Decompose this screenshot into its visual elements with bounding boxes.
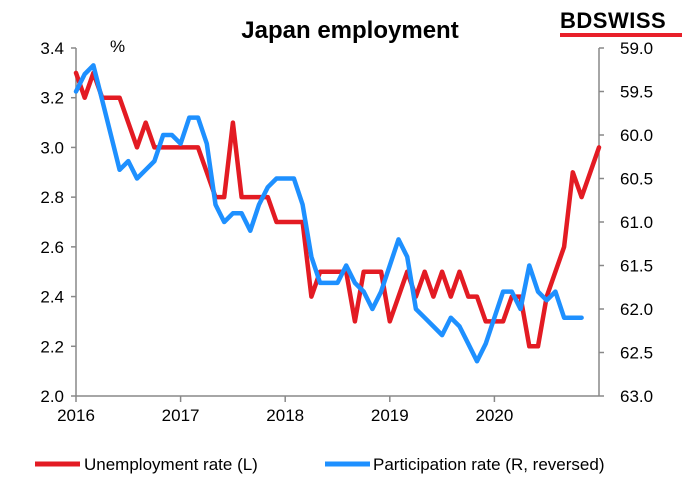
left-tick-label: 2.4 [40,288,64,307]
x-tick-label: 2017 [162,406,200,425]
brand-logo: BDSWISS [560,8,682,37]
right-tick-label: 62.0 [620,300,653,319]
x-tick-label: 2018 [266,406,304,425]
right-tick-label: 59.0 [620,39,653,58]
left-tick-label: 2.8 [40,188,64,207]
left-tick-label: 2.0 [40,387,64,406]
right-tick-label: 59.5 [620,83,653,102]
left-tick-label: 3.2 [40,89,64,108]
brand-logo-text: BDSWISS [560,8,666,33]
participation-rate-line [73,63,584,364]
left-axis-ticks: 2.0 2.2 2.4 2.6 2.8 3.0 3.2 3.4 [40,39,76,406]
right-tick-label: 62.5 [620,344,653,363]
right-axis-ticks: 59.0 59.5 60.0 60.5 61.0 61.5 62.0 62.5 63.0 [599,39,653,406]
legend: Unemployment rate (L) Participation rate… [35,455,604,474]
chart-title: Japan employment [241,17,458,44]
left-tick-label: 2.6 [40,238,64,257]
left-tick-label: 3.0 [40,138,64,157]
right-tick-label: 63.0 [620,387,653,406]
x-tick-label: 2019 [371,406,409,425]
x-tick-label: 2020 [475,406,513,425]
brand-logo-underline [560,33,682,37]
right-tick-label: 61.0 [620,213,653,232]
left-tick-label: 2.2 [40,337,64,356]
x-axis-ticks: 2016 2017 2018 2019 2020 [57,396,513,425]
legend-label-unemployment: Unemployment rate (L) [84,455,258,474]
right-tick-label: 60.0 [620,126,653,145]
right-tick-label: 61.5 [620,257,653,276]
left-axis-unit: % [110,37,125,56]
x-tick-label: 2016 [57,406,95,425]
series-layer [73,63,602,364]
right-tick-label: 60.5 [620,170,653,189]
left-tick-label: 3.4 [40,39,64,58]
legend-label-participation: Participation rate (R, reversed) [373,455,604,474]
